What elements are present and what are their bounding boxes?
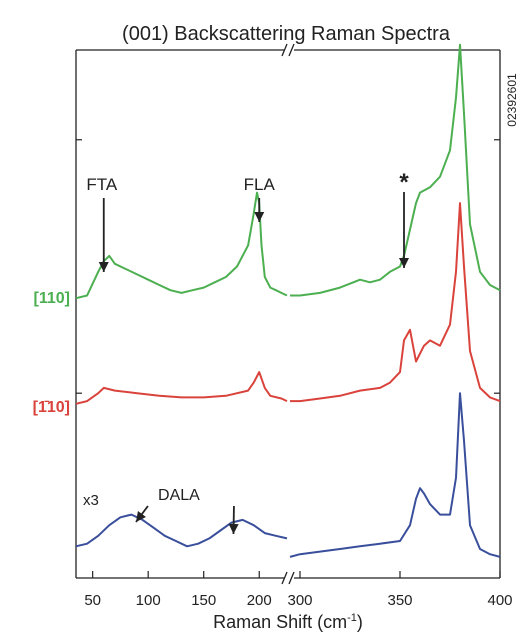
x-tick-label-350: 350 <box>387 592 412 609</box>
plot-frame: 50 100 150 200 300 350 400 <box>75 43 513 609</box>
axis-break-mark-bottom-1 <box>281 571 288 585</box>
x-axis-label: Raman Shift (cm-1) <box>213 612 363 632</box>
side-code-label: 02392601 <box>505 73 519 127</box>
trace-series-1-low <box>75 371 288 405</box>
x-axis-label-close: ) <box>357 612 363 632</box>
x-axis-label-main: Raman Shift (cm <box>213 612 347 632</box>
trace-series-0-low <box>75 191 288 300</box>
x-tick-label-50: 50 <box>84 592 101 609</box>
trace-series-2-low <box>75 513 288 548</box>
annotation-dala-arrow-left-head <box>135 510 146 522</box>
x-tick-label-300: 300 <box>287 592 312 609</box>
annotation-star: * <box>399 169 409 196</box>
annotation-fta-arrow-head <box>98 262 109 272</box>
x-tick-label-150: 150 <box>191 592 216 609</box>
series-label-0: [110] <box>34 290 70 307</box>
annotation-dala-arrow-right-head <box>228 523 239 534</box>
x-axis-label-exponent: -1 <box>347 612 357 624</box>
axis-break-mark-top-2 <box>288 43 295 57</box>
series-label-2: x3 <box>83 492 99 509</box>
annotation-fta: FTA <box>86 175 118 194</box>
spectra-traces <box>75 43 501 558</box>
annotation-fla: FLA <box>244 175 276 194</box>
x-tick-label-100: 100 <box>136 592 161 609</box>
peak-annotations: FTA FLA * DALA <box>86 169 409 535</box>
axis-break-mark-bottom-2 <box>288 571 295 585</box>
trace-series-1-high <box>290 202 501 403</box>
annotation-dala: DALA <box>158 487 200 504</box>
annotation-fla-arrow-head <box>254 212 265 222</box>
chart-title: (001) Backscattering Raman Spectra <box>122 23 451 45</box>
trace-series-2-high <box>289 392 501 558</box>
x-tick-label-200: 200 <box>247 592 272 609</box>
axis-break-mark-top-1 <box>281 43 288 57</box>
series-labels: [110] [1̄10] x3 <box>33 290 99 509</box>
annotation-star-arrow-head <box>399 258 409 268</box>
x-tick-label-400: 400 <box>487 592 512 609</box>
trace-series-0-high <box>290 43 501 297</box>
series-label-1: [1̄10] <box>33 399 70 416</box>
